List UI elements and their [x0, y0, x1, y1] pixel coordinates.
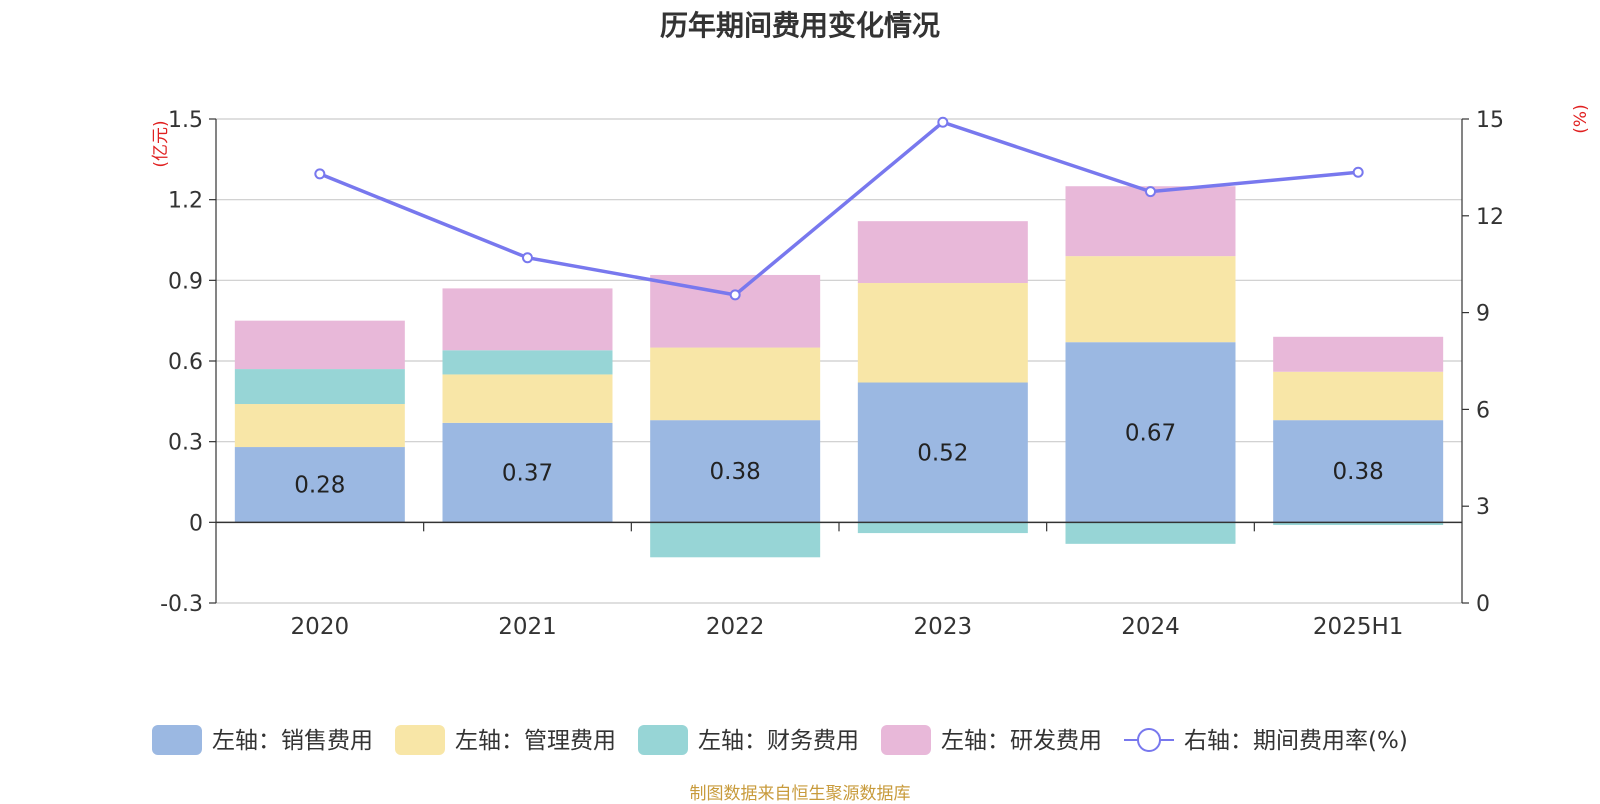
- legend-label: 左轴：销售费用: [212, 728, 373, 754]
- category-label: 2024: [1121, 614, 1180, 640]
- data-label: 0.38: [1333, 459, 1384, 485]
- bar-segment-2023-s0: [857, 382, 1028, 523]
- right-axis-tick-label: 15: [1476, 108, 1504, 133]
- data-label: 0.28: [294, 473, 345, 499]
- bar-segment-2024-s3: [1065, 186, 1236, 257]
- legend-swatch: [881, 725, 931, 755]
- bar-segment-2022-s0: [650, 420, 821, 523]
- data-label: 0.67: [1125, 420, 1176, 446]
- right-axis-tick-label: 0: [1476, 592, 1490, 617]
- bar-segment-2020-s3: [234, 320, 405, 370]
- bar-segment-2022-s2: [650, 522, 821, 558]
- category-label: 2022: [706, 614, 765, 640]
- bar-segment-2023-s2: [857, 522, 1028, 534]
- bar-segment-2021-s2: [442, 350, 613, 375]
- left-axis-tick-label: 0.9: [168, 269, 203, 294]
- bar-segment-2025H1-s0: [1273, 420, 1444, 523]
- rate-point: [729, 289, 741, 301]
- bar-segment-2023-s1: [857, 283, 1028, 383]
- data-label: 0.52: [917, 440, 968, 466]
- rate-point: [522, 252, 533, 264]
- right-axis-tick-label: 6: [1476, 398, 1490, 423]
- left-axis-unit: (亿元): [151, 120, 171, 167]
- category-label: 2025H1: [1313, 614, 1403, 640]
- rate-point: [314, 168, 326, 180]
- rate-point: [937, 116, 949, 128]
- left-axis-tick-label: 1.2: [168, 189, 203, 214]
- bar-segment-2022-s3: [650, 274, 821, 348]
- source-note: 制图数据来自恒生聚源数据库: [689, 784, 911, 804]
- legend-label: 左轴：财务费用: [698, 728, 859, 754]
- bar-segment-2025H1-s3: [1273, 336, 1444, 372]
- category-label: 2023: [914, 614, 973, 640]
- legend-label: 左轴：管理费用: [455, 728, 616, 754]
- chart-title: 历年期间费用变化情况: [659, 9, 940, 42]
- bar-segment-2024-s1: [1065, 256, 1236, 343]
- legend-label: 右轴：期间费用率(%): [1184, 728, 1408, 754]
- bar-segment-2024-s2: [1065, 522, 1236, 544]
- category-label: 2020: [291, 614, 350, 640]
- legend-swatch: [395, 725, 445, 755]
- bar-segment-2024-s0: [1065, 342, 1236, 523]
- rate-point: [1352, 166, 1364, 178]
- bar-segment-2020-s1: [234, 404, 405, 448]
- bar-segment-2021-s1: [442, 374, 613, 423]
- right-axis-unit: (%): [1571, 104, 1591, 133]
- left-axis-tick-label: 1.5: [168, 108, 203, 133]
- right-axis-tick-label: 12: [1476, 205, 1504, 230]
- bar-segment-2021-s3: [442, 288, 613, 351]
- legend-marker: [1137, 728, 1161, 752]
- right-axis-tick-label: 3: [1476, 495, 1490, 520]
- category-label: 2021: [498, 614, 557, 640]
- bar-segment-2025H1-s2: [1273, 522, 1444, 526]
- left-axis-tick-label: 0.6: [168, 350, 203, 375]
- legend: 左轴：销售费用 左轴：管理费用 左轴：财务费用 左轴：研发费用 右轴：期间费用率(%): [152, 725, 1408, 755]
- legend-swatch: [152, 725, 202, 755]
- data-label: 0.37: [502, 461, 553, 487]
- bar-segment-2021-s0: [442, 422, 613, 523]
- bar-segment-2020-s0: [234, 447, 405, 523]
- bar-segment-2025H1-s1: [1273, 371, 1444, 421]
- right-axis-tick-label: 9: [1476, 302, 1490, 327]
- left-axis-tick-label: -0.3: [160, 592, 203, 617]
- bar-segment-2023-s3: [857, 221, 1028, 284]
- bar-segment-2022-s1: [650, 347, 821, 421]
- left-axis-tick-label: 0: [189, 511, 203, 536]
- rate-point: [1145, 186, 1156, 198]
- data-label: 0.38: [710, 459, 761, 485]
- left-axis-tick-label: 0.3: [168, 431, 203, 456]
- legend-swatch: [638, 725, 688, 755]
- bar-segment-2020-s2: [234, 369, 405, 405]
- legend-label: 左轴：研发费用: [941, 728, 1102, 754]
- rate-line: [319, 120, 1359, 297]
